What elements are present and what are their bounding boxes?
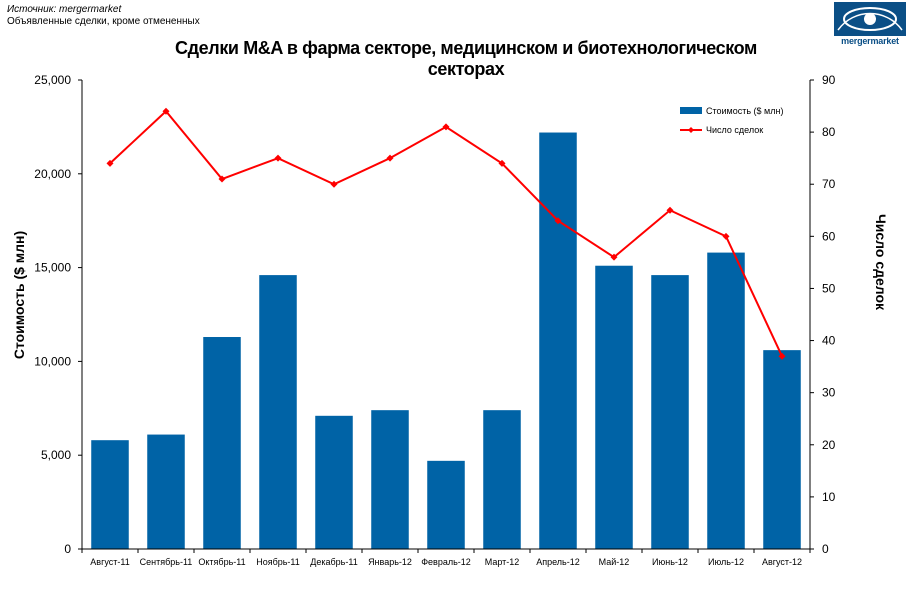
line-point [554, 217, 562, 225]
line-point [386, 154, 394, 162]
chart-title-line: секторах [427, 59, 505, 79]
x-tick-label: Март-12 [485, 557, 520, 567]
y-tick-label-right: 70 [822, 177, 836, 191]
y-tick-label-right: 50 [822, 281, 836, 295]
logo-eye-sweep [837, 12, 903, 31]
legend-swatch-marker [688, 127, 694, 133]
y-tick-label-right: 60 [822, 229, 836, 243]
line-point [722, 232, 730, 240]
bar [483, 410, 521, 549]
bar [539, 132, 577, 549]
y-tick-label-right: 30 [822, 386, 836, 400]
x-tick-label: Апрель-12 [536, 557, 580, 567]
bar [203, 337, 241, 549]
y-tick-label-left: 10,000 [34, 354, 71, 368]
line-point [498, 159, 506, 167]
y-tick-label-left: 5,000 [41, 448, 71, 462]
line-point [218, 175, 226, 183]
y-tick-label-right: 80 [822, 125, 836, 139]
line-point [106, 159, 114, 167]
y-tick-label-right: 20 [822, 438, 836, 452]
y-tick-label-left: 15,000 [34, 261, 71, 275]
logo-eye-outline [843, 7, 897, 31]
x-tick-label: Август-12 [762, 557, 802, 567]
bar [707, 252, 745, 550]
line-point [610, 253, 618, 261]
line-point [162, 107, 170, 115]
legend-label-count: Число сделок [706, 125, 763, 135]
y-tick-label-right: 10 [822, 490, 836, 504]
line-point [778, 352, 786, 360]
mergermarket-logo [834, 2, 906, 36]
source-note: Источник: mergermarket Объявленные сделк… [7, 4, 200, 28]
x-tick-label: Ноябрь-11 [256, 557, 300, 567]
line-point [666, 206, 674, 214]
x-tick-label: Май-12 [599, 557, 630, 567]
x-tick-label: Июль-12 [708, 557, 744, 567]
chart-title-line: Сделки M&A в фарма секторе, медицинском … [175, 38, 757, 58]
x-tick-label: Сентябрь-11 [140, 557, 193, 567]
line-point [274, 154, 282, 162]
x-tick-label: Январь-12 [368, 557, 412, 567]
legend-swatch-bar [680, 107, 702, 114]
legend-label-value: Стоимость ($ млн) [706, 106, 783, 116]
bar [763, 350, 801, 549]
x-tick-label: Август-11 [90, 557, 129, 567]
y-tick-label-right: 90 [822, 73, 836, 87]
x-tick-label: Октябрь-11 [198, 557, 245, 567]
line-point [442, 123, 450, 131]
bar [595, 265, 633, 549]
y-tick-label-right: 40 [822, 334, 836, 348]
y-tick-label-right: 0 [822, 542, 829, 556]
bar [427, 460, 465, 549]
bar [315, 415, 353, 549]
bar [91, 440, 129, 549]
x-tick-label: Июнь-12 [652, 557, 688, 567]
line-point [330, 180, 338, 188]
bar [259, 275, 297, 549]
bar [147, 434, 185, 549]
chart-title: Сделки M&A в фарма секторе, медицинском … [130, 38, 802, 80]
y-tick-label-left: 0 [64, 542, 71, 556]
source-line: Источник: mergermarket [7, 4, 122, 15]
bar [651, 275, 689, 549]
logo-eye-pupil [864, 13, 876, 25]
logo-wordmark: mergermarket [841, 36, 899, 46]
y-tick-label-left: 25,000 [34, 73, 71, 87]
x-tick-label: Февраль-12 [421, 557, 471, 567]
filter-note: Объявленные сделки, кроме отмененных [7, 16, 200, 27]
x-tick-label: Декабрь-11 [310, 557, 357, 567]
y-tick-label-left: 20,000 [34, 167, 71, 181]
bar [371, 410, 409, 549]
